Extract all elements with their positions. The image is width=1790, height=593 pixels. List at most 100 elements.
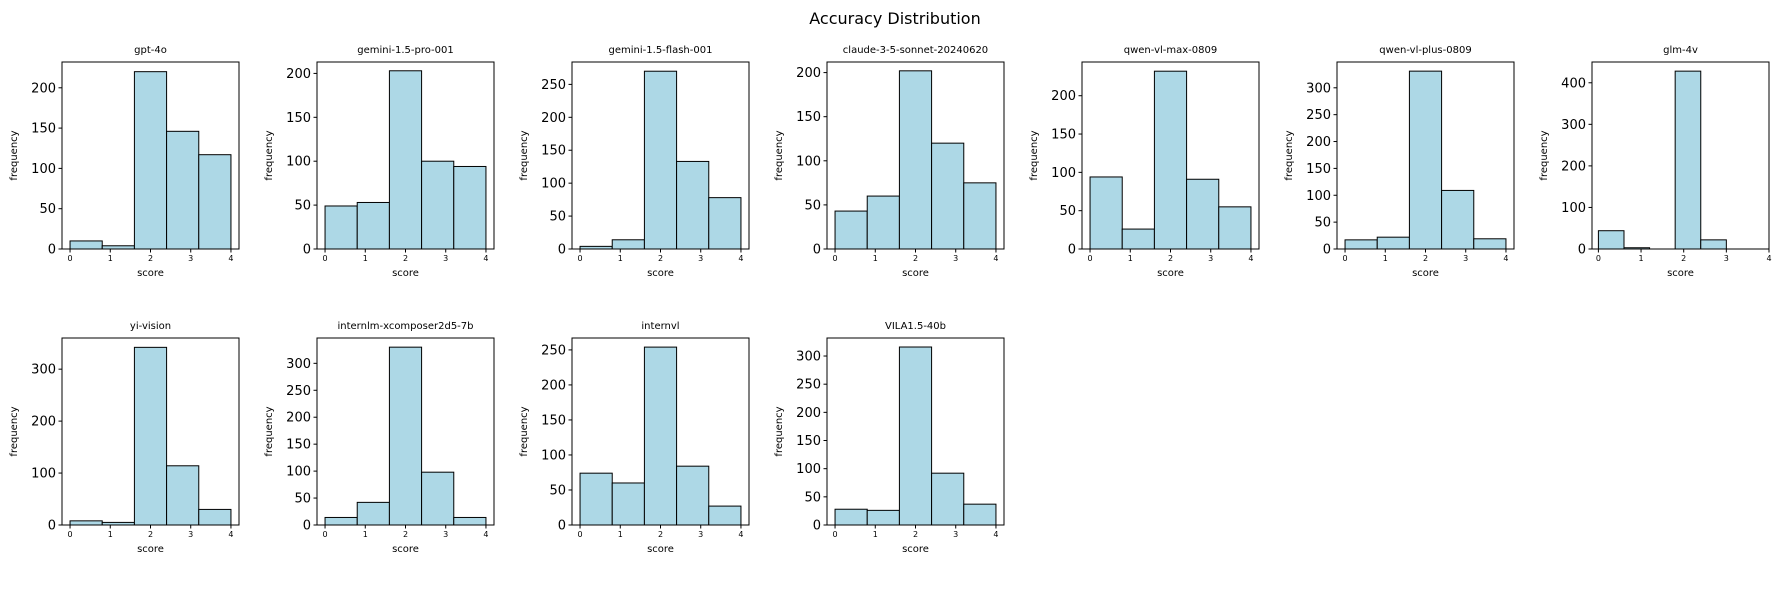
x-tick-label: 2 [658,254,663,263]
y-tick-label: 100 [1306,189,1331,204]
histogram-bar [866,509,900,526]
histogram-bar [69,520,103,526]
y-tick-label: 50 [1059,204,1076,219]
x-tick-label: 0 [67,254,72,263]
histogram-bar [453,516,487,526]
x-axis-label: score [137,544,164,555]
histogram-bar [898,346,933,526]
histogram-panel: qwen-vl-max-0809 0 1 2 3 4 0 50 100 150 200 score fr… [1029,45,1260,279]
y-tick-label: 50 [549,483,566,498]
histogram-panel: gpt-4o 0 1 2 3 4 0 50 100 150 200 score frequency [9,45,240,279]
histogram-bar [1089,176,1123,250]
histogram-bar [388,70,423,250]
panel-title: gemini-1.5-pro-001 [357,45,454,56]
histogram-panel: internvl 0 1 2 3 4 0 50 100 150 200 250 score frequen… [519,321,750,555]
y-tick-label: 100 [31,467,56,482]
x-tick-label: 3 [698,530,703,539]
x-tick-label: 3 [1724,254,1729,263]
y-axis-label: frequency [774,130,785,180]
histogram-bar [643,70,678,250]
histogram-bar [611,482,645,526]
histogram-bar [166,465,200,526]
y-tick-label: 100 [796,154,821,169]
x-tick-label: 0 [1342,254,1347,263]
y-tick-label: 150 [31,122,56,137]
histogram-bar [198,154,232,250]
y-tick-label: 50 [39,202,56,217]
x-tick-label: 1 [1639,254,1644,263]
x-tick-label: 3 [1208,254,1213,263]
x-tick-label: 0 [577,530,582,539]
histogram-bar [356,501,390,526]
histogram-panel: internlm-xcomposer2d5-7b 0 1 2 3 4 0 50 100 150 20… [264,321,495,555]
histogram-bar [708,505,742,526]
histogram-bar [579,472,613,526]
histogram-bar [676,160,710,250]
y-tick-label: 50 [549,210,566,225]
y-tick-label: 200 [31,415,56,430]
histogram-bar [1186,178,1220,250]
histogram-bar [1597,230,1625,250]
x-axis-label: score [902,544,929,555]
histogram-bar [198,508,232,526]
x-tick-label: 4 [228,254,233,263]
x-tick-label: 2 [913,254,918,263]
x-tick-label: 2 [403,530,408,539]
panel-title: internvl [641,321,679,332]
x-tick-label: 1 [873,530,878,539]
x-tick-label: 3 [698,254,703,263]
y-tick-label: 50 [804,198,821,213]
x-tick-label: 0 [322,254,327,263]
x-tick-label: 0 [832,530,837,539]
y-tick-label: 100 [541,177,566,192]
x-tick-label: 1 [618,254,623,263]
x-axis-label: score [902,268,929,279]
x-tick-label: 2 [148,530,153,539]
histogram-bar [963,182,997,250]
histogram-bar [1674,70,1702,250]
y-tick-label: 50 [294,492,311,507]
x-tick-label: 1 [618,530,623,539]
x-tick-label: 1 [363,254,368,263]
histogram-bar [324,205,358,250]
y-tick-label: 300 [1306,81,1331,96]
histogram-bar [643,346,678,526]
y-axis-label: frequency [9,130,20,180]
y-tick-label: 200 [1306,135,1331,150]
x-tick-label: 3 [188,530,193,539]
y-tick-label: 0 [48,519,56,534]
y-tick-label: 200 [541,378,566,393]
histogram-bar [1344,239,1378,250]
y-tick-label: 300 [1561,118,1586,133]
histogram-panel: qwen-vl-plus-0809 0 1 2 3 4 0 50 100 150 200 250 300… [1284,45,1515,279]
histogram-bar [356,201,390,250]
histogram-bar [421,160,455,250]
histogram-bar [421,471,455,526]
histogram-bar [834,210,868,250]
histogram-bar [388,346,423,526]
histogram-bar [611,239,645,250]
y-tick-label: 200 [541,111,566,126]
panel-title: VILA1.5-40b [885,321,946,332]
y-tick-label: 150 [286,438,311,453]
y-tick-label: 100 [1561,201,1586,216]
x-tick-label: 0 [322,530,327,539]
x-tick-label: 3 [443,254,448,263]
x-tick-label: 1 [108,254,113,263]
y-tick-label: 150 [1051,128,1076,143]
histogram-bar [898,70,933,250]
y-tick-label: 200 [31,81,56,96]
y-tick-label: 200 [286,67,311,82]
x-axis-label: score [392,544,419,555]
y-tick-label: 150 [286,111,311,126]
y-tick-label: 150 [541,144,566,159]
panel-title: gemini-1.5-flash-001 [609,45,713,56]
y-tick-label: 300 [31,363,56,378]
histogram-bar [834,508,868,526]
x-axis-label: score [647,268,674,279]
x-tick-label: 1 [873,254,878,263]
histogram-panel: VILA1.5-40b 0 1 2 3 4 0 50 100 150 200 250 300 score f… [774,321,1005,555]
x-axis-label: score [1667,268,1694,279]
histogram-panel: gemini-1.5-flash-001 0 1 2 3 4 0 50 100 150 200 250… [519,45,750,279]
y-axis-label: frequency [774,406,785,456]
